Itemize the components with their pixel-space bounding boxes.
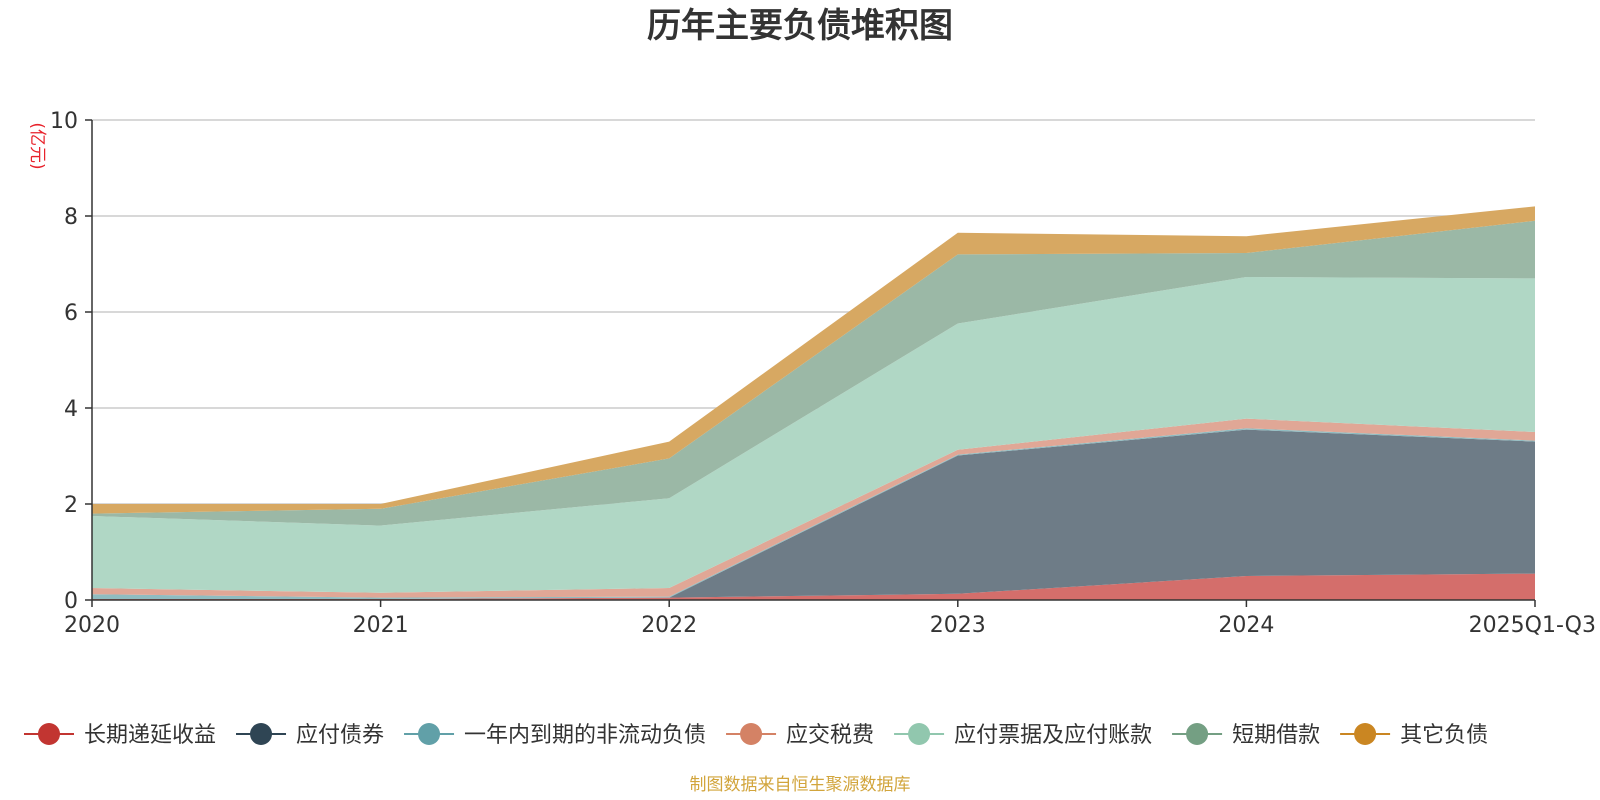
legend-label-2: 一年内到期的非流动负债 bbox=[464, 723, 706, 748]
y-tick-label-10: 10 bbox=[50, 109, 78, 134]
legend-marker-6 bbox=[1354, 723, 1377, 745]
x-tick-label-4: 2024 bbox=[1218, 613, 1274, 638]
area-series-1 bbox=[92, 429, 1535, 599]
legend-item-4: 应付票据及应付账款 bbox=[894, 723, 1152, 748]
legend-marker-0 bbox=[38, 723, 60, 745]
legend-item-6: 其它负债 bbox=[1340, 723, 1488, 748]
y-tick-label-8: 8 bbox=[64, 205, 78, 230]
legend-marker-3 bbox=[740, 723, 763, 745]
x-tick-label-1: 2021 bbox=[353, 613, 409, 638]
y-tick-label-0: 0 bbox=[64, 589, 78, 614]
legend: 长期递延收益 应付债券 一年内到期的非流动负债 应交税费 应付票据及应付账款 短期借款 其它… bbox=[24, 723, 1488, 748]
legend-item-1: 应付债券 bbox=[236, 723, 384, 748]
legend-item-3: 应交税费 bbox=[726, 723, 874, 748]
legend-label-6: 其它负债 bbox=[1400, 723, 1488, 748]
area-series-4 bbox=[92, 277, 1535, 593]
legend-marker-4 bbox=[908, 723, 931, 745]
y-tick-label-2: 2 bbox=[64, 493, 78, 518]
y-tick-label-6: 6 bbox=[64, 301, 78, 326]
x-tick-label-5: 2025Q1-Q3 bbox=[1469, 613, 1596, 638]
area-series-0 bbox=[92, 573, 1535, 600]
x-tick-label-2: 2022 bbox=[641, 613, 697, 638]
legend-marker-1 bbox=[250, 723, 273, 745]
area-series-5 bbox=[92, 220, 1535, 526]
chart-title: 历年主要负债堆积图 bbox=[647, 6, 953, 46]
data-source-note: 制图数据来自恒生聚源数据库 bbox=[690, 775, 911, 795]
axes: 0 2 4 6 8 10 2020 2021 2022 2023 2024 2025Q1-Q3 bbox=[50, 109, 1596, 638]
legend-label-3: 应交税费 bbox=[786, 723, 874, 748]
y-tick-label-4: 4 bbox=[64, 397, 78, 422]
x-tick-label-0: 2020 bbox=[64, 613, 120, 638]
area-series-group bbox=[92, 206, 1535, 600]
legend-label-1: 应付债券 bbox=[296, 723, 384, 748]
y-axis-unit-label: (亿元) bbox=[27, 122, 47, 169]
legend-label-0: 长期递延收益 bbox=[84, 723, 216, 748]
legend-marker-5 bbox=[1186, 723, 1209, 745]
x-tick-label-3: 2023 bbox=[930, 613, 986, 638]
legend-marker-2 bbox=[418, 723, 441, 745]
legend-label-4: 应付票据及应付账款 bbox=[954, 723, 1152, 748]
legend-item-5: 短期借款 bbox=[1172, 723, 1320, 748]
legend-item-2: 一年内到期的非流动负债 bbox=[404, 723, 706, 748]
legend-label-5: 短期借款 bbox=[1232, 723, 1320, 748]
legend-item-0: 长期递延收益 bbox=[24, 723, 216, 748]
